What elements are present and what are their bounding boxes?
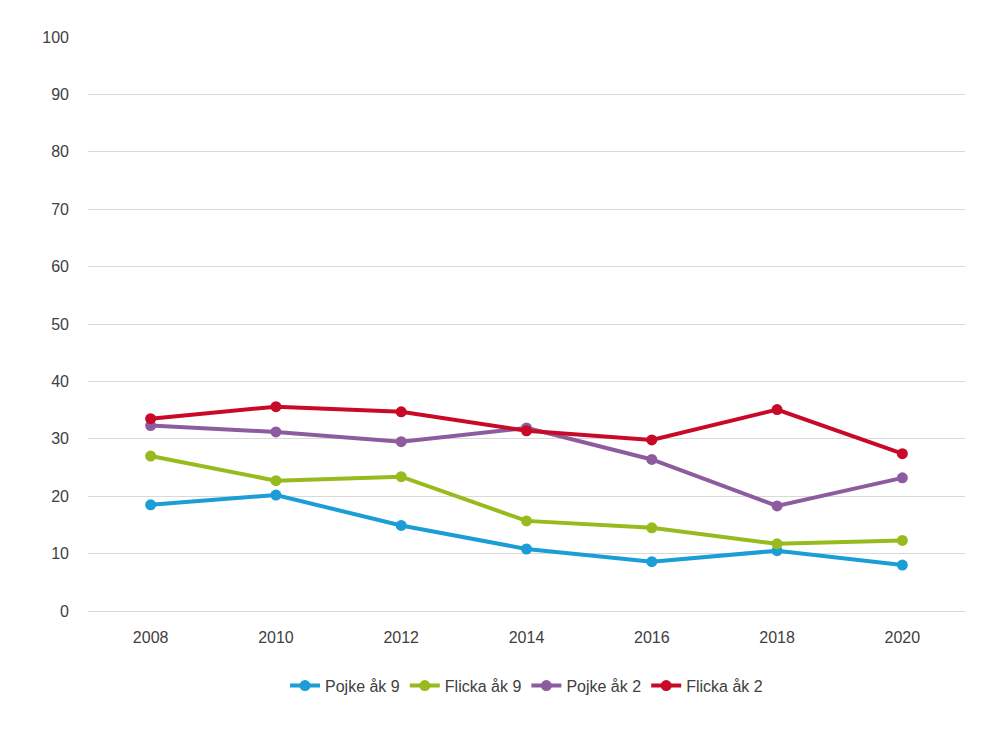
svg-text:Pojke åk 9: Pojke åk 9 xyxy=(325,678,400,695)
svg-text:40: 40 xyxy=(51,373,69,390)
svg-text:Flicka åk 2: Flicka åk 2 xyxy=(686,678,763,695)
svg-text:2012: 2012 xyxy=(383,629,419,646)
svg-text:10: 10 xyxy=(51,545,69,562)
svg-text:2016: 2016 xyxy=(634,629,670,646)
svg-text:0: 0 xyxy=(60,603,69,620)
svg-text:70: 70 xyxy=(51,201,69,218)
svg-text:20: 20 xyxy=(51,488,69,505)
svg-text:60: 60 xyxy=(51,258,69,275)
svg-text:Flicka åk 9: Flicka åk 9 xyxy=(445,678,522,695)
svg-text:2020: 2020 xyxy=(885,629,921,646)
svg-text:Pojke åk 2: Pojke åk 2 xyxy=(566,678,641,695)
svg-text:50: 50 xyxy=(51,316,69,333)
svg-text:80: 80 xyxy=(51,143,69,160)
svg-text:30: 30 xyxy=(51,430,69,447)
svg-text:2014: 2014 xyxy=(509,629,545,646)
svg-text:2008: 2008 xyxy=(133,629,169,646)
svg-text:100: 100 xyxy=(42,29,69,46)
svg-text:2018: 2018 xyxy=(759,629,795,646)
svg-text:2010: 2010 xyxy=(258,629,294,646)
svg-text:90: 90 xyxy=(51,86,69,103)
